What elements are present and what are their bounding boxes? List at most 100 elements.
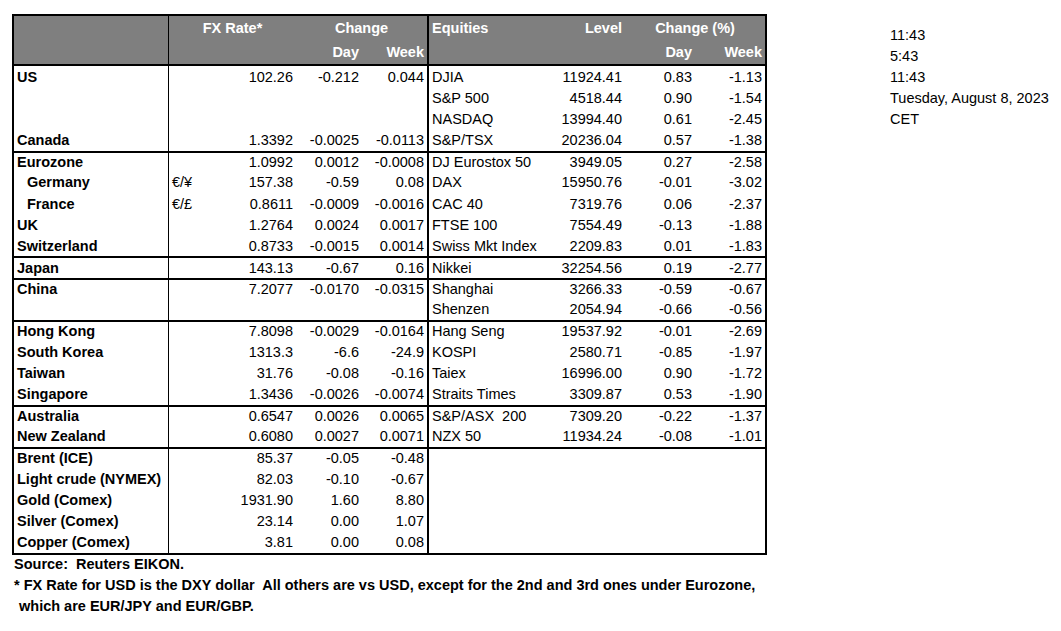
- equities-change-column-header: Change (%): [625, 20, 765, 36]
- fx-table-row: US 102.26 -0.212 0.044: [14, 66, 427, 87]
- fx-row-pair-symbol: [169, 468, 202, 489]
- fx-week-change-cell: 0.08: [362, 172, 427, 193]
- fx-row-pair-symbol: [169, 322, 202, 341]
- equities-header-row-1: Equities Level Change (%): [429, 16, 765, 40]
- equity-week-change-cell: -1.83: [695, 235, 765, 256]
- equity-day-change-cell: [625, 531, 695, 552]
- fx-day-change-cell: 0.0024: [296, 214, 362, 235]
- equity-level-cell: 7309.20: [549, 407, 625, 426]
- fx-week-change-cell: -0.0164: [362, 322, 427, 341]
- fx-row-label: South Korea: [14, 341, 169, 362]
- fx-week-change-cell: 0.0071: [362, 426, 427, 447]
- fx-day-change-cell: -0.0025: [296, 129, 362, 150]
- fx-day-change-cell: -0.08: [296, 362, 362, 383]
- equity-week-change-cell: [695, 510, 765, 531]
- equity-level-cell: 11934.24: [549, 426, 625, 447]
- equities-table-row: Taiex 16996.00 0.90 -1.72: [429, 362, 765, 383]
- fx-table-row: Singapore 1.3436 -0.0026 -0.0074: [14, 383, 427, 404]
- equity-index-name: S&P/ASX 200: [429, 407, 549, 426]
- equity-index-name: [429, 531, 549, 552]
- fx-week-change-cell: -0.16: [362, 362, 427, 383]
- equity-week-change-cell: [695, 531, 765, 552]
- equity-level-cell: [549, 510, 625, 531]
- equity-level-cell: 32254.56: [549, 258, 625, 277]
- fx-row-pair-symbol: [169, 299, 202, 320]
- equity-day-change-cell: [625, 489, 695, 510]
- fx-row-pair-symbol: [169, 129, 202, 150]
- equities-table-row: Straits Times 3309.87 0.53 -1.90: [429, 383, 765, 404]
- fx-table-header: FX Rate* Change Day Week: [14, 16, 427, 66]
- equity-index-name: KOSPI: [429, 341, 549, 362]
- equity-week-change-cell: [695, 449, 765, 468]
- fx-day-change-cell: 0.0026: [296, 407, 362, 426]
- fx-rate-cell: 1313.3: [202, 341, 296, 362]
- equity-week-change-cell: -1.38: [695, 129, 765, 150]
- equity-day-change-cell: 0.53: [625, 383, 695, 404]
- fx-row-label: Taiwan: [14, 362, 169, 383]
- fx-rate-cell: 0.6547: [202, 407, 296, 426]
- fx-row-label: [14, 87, 169, 108]
- fx-rate-cell: [202, 108, 296, 129]
- equities-table-row: DAX 15950.76 -0.01 -3.02: [429, 172, 765, 193]
- fx-day-change-cell: 0.0012: [296, 153, 362, 172]
- fx-row-pair-symbol: [169, 258, 202, 277]
- fx-row-pair-symbol: [169, 87, 202, 108]
- fx-day-change-cell: -6.6: [296, 341, 362, 362]
- fx-table-body: US 102.26 -0.212 0.044 Canada 1.3392 -0.…: [14, 66, 427, 553]
- fx-rate-cell: [202, 87, 296, 108]
- fx-table-row: Australia 0.6547 0.0026 0.0065: [14, 405, 427, 426]
- fx-week-change-cell: 0.16: [362, 258, 427, 277]
- fx-day-change-cell: 0.0027: [296, 426, 362, 447]
- equity-index-name: DJIA: [429, 66, 549, 87]
- equity-level-cell: [549, 449, 625, 468]
- fx-rate-cell: 1.3392: [202, 129, 296, 150]
- equity-level-cell: 11924.41: [549, 66, 625, 87]
- equity-week-change-cell: -0.56: [695, 299, 765, 320]
- equity-week-change-cell: -1.88: [695, 214, 765, 235]
- equity-day-change-cell: -0.08: [625, 426, 695, 447]
- fx-day-change-cell: 0.00: [296, 531, 362, 552]
- fx-day-change-cell: -0.0029: [296, 322, 362, 341]
- fx-row-label: New Zealand: [14, 426, 169, 447]
- fx-row-label: Singapore: [14, 383, 169, 404]
- equities-header-gap-2: [549, 40, 625, 64]
- equity-week-change-cell: -2.77: [695, 258, 765, 277]
- equity-week-change-cell: -1.97: [695, 341, 765, 362]
- fx-table-row: Switzerland 0.8733 -0.0015 0.0014: [14, 235, 427, 256]
- equities-table-row: DJIA 11924.41 0.83 -1.13: [429, 66, 765, 87]
- fx-rate-cell: 7.2077: [202, 280, 296, 299]
- fx-week-change-cell: -0.48: [362, 449, 427, 468]
- fx-row-label: [14, 299, 169, 320]
- fx-row-label: Copper (Comex): [14, 531, 169, 552]
- fx-rate-cell: 1.2764: [202, 214, 296, 235]
- fx-table-row: Germany €/¥ 157.38 -0.59 0.08: [14, 172, 427, 193]
- fx-day-change-cell: 0.00: [296, 510, 362, 531]
- fx-rate-cell: 23.14: [202, 510, 296, 531]
- fx-row-pair-symbol: [169, 341, 202, 362]
- equity-week-change-cell: [695, 489, 765, 510]
- equities-table-row: Swiss Mkt Index 2209.83 0.01 -1.83: [429, 235, 765, 256]
- fx-week-change-cell: 8.80: [362, 489, 427, 510]
- equity-week-change-cell: -3.02: [695, 172, 765, 193]
- equity-day-change-cell: -0.66: [625, 299, 695, 320]
- equity-index-name: [429, 489, 549, 510]
- equities-table-row: [429, 510, 765, 531]
- fx-header-row-2: Day Week: [14, 40, 427, 64]
- fx-table-row: Light crude (NYMEX) 82.03 -0.10 -0.67: [14, 468, 427, 489]
- equities-table-row: Shanghai 3266.33 -0.59 -0.67: [429, 278, 765, 299]
- equity-day-change-cell: 0.83: [625, 66, 695, 87]
- fx-week-change-cell: -0.0074: [362, 383, 427, 404]
- fx-day-change-cell: -0.0026: [296, 383, 362, 404]
- fx-header-corner-2: [14, 40, 169, 64]
- equities-table-header: Equities Level Change (%) Day Week: [429, 16, 765, 66]
- timestamp-line-3: 11:43: [890, 67, 1049, 88]
- fx-rate-cell: 1931.90: [202, 489, 296, 510]
- fx-row-label: [14, 108, 169, 129]
- equity-level-cell: 3266.33: [549, 280, 625, 299]
- equities-week-column-header: Week: [695, 40, 765, 64]
- equity-index-name: Nikkei: [429, 258, 549, 277]
- equity-level-cell: 16996.00: [549, 362, 625, 383]
- equity-day-change-cell: -0.13: [625, 214, 695, 235]
- equity-day-change-cell: 0.01: [625, 235, 695, 256]
- fx-table-row: Canada 1.3392 -0.0025 -0.0113: [14, 129, 427, 150]
